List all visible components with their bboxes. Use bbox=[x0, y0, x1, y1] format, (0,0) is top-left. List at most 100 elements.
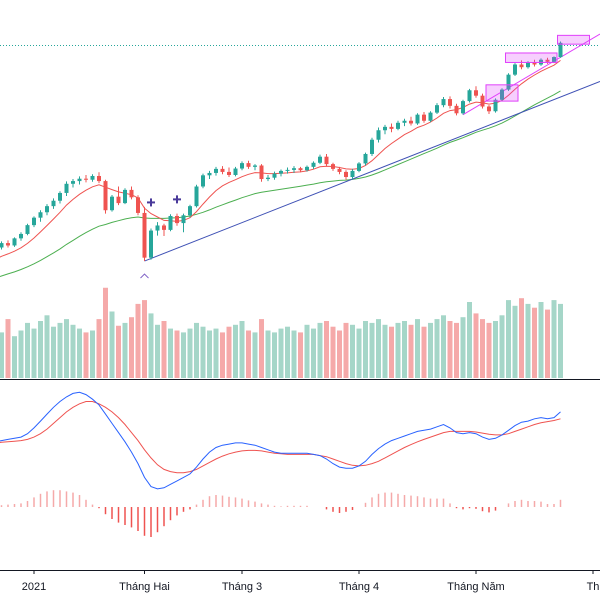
volume-bar bbox=[493, 321, 498, 378]
volume-bar bbox=[330, 326, 336, 378]
candle-body bbox=[110, 196, 114, 211]
volume-bar bbox=[148, 313, 154, 378]
candle-body bbox=[532, 62, 537, 65]
volume-bar bbox=[213, 328, 219, 378]
volume-bar bbox=[486, 322, 492, 378]
candle-body bbox=[162, 225, 166, 230]
x-tick-label: Tháng 4 bbox=[339, 581, 379, 593]
pattern-highlight-box bbox=[557, 34, 590, 45]
candle-body bbox=[298, 168, 303, 171]
candle-body bbox=[350, 170, 355, 178]
candle-body bbox=[383, 126, 387, 131]
pattern-highlight-box bbox=[485, 84, 519, 102]
volume-bar bbox=[304, 324, 310, 378]
volume-bar bbox=[324, 321, 329, 378]
candle-body bbox=[318, 156, 322, 163]
volume-bar bbox=[519, 298, 524, 378]
candle-body bbox=[194, 186, 199, 207]
volume-bar bbox=[317, 322, 323, 378]
candle-body bbox=[90, 175, 95, 180]
candle-body bbox=[454, 105, 459, 114]
volume-bar bbox=[454, 322, 459, 378]
volume-bar bbox=[122, 322, 128, 378]
volume-bar bbox=[142, 300, 147, 378]
trendline-support bbox=[144, 80, 600, 262]
candle-body bbox=[506, 74, 511, 90]
candle-body bbox=[84, 178, 88, 180]
volume-bar bbox=[25, 322, 30, 378]
candle-body bbox=[51, 200, 56, 207]
moving-averages bbox=[0, 59, 561, 277]
candle-body bbox=[389, 126, 394, 129]
candle-body bbox=[123, 189, 127, 204]
volume-bar bbox=[70, 324, 76, 378]
volume-bar bbox=[103, 287, 108, 378]
volume-bar bbox=[200, 326, 206, 378]
volume-bar bbox=[129, 317, 134, 378]
candle-body bbox=[363, 153, 368, 164]
candle-body bbox=[474, 90, 478, 96]
candle-body bbox=[493, 99, 498, 112]
candle-body bbox=[415, 114, 420, 124]
candle-body bbox=[38, 212, 43, 218]
volume-bar bbox=[220, 332, 225, 378]
candle-body bbox=[168, 215, 173, 230]
candle-body bbox=[181, 215, 186, 224]
volume-bar bbox=[382, 324, 388, 378]
candle-body bbox=[292, 168, 296, 170]
volume-bar bbox=[194, 322, 199, 378]
candle-body bbox=[188, 206, 192, 216]
volume-bar bbox=[64, 319, 69, 378]
volume-bar bbox=[551, 300, 557, 378]
candle-body bbox=[435, 105, 439, 113]
volume-bar bbox=[311, 328, 316, 378]
volume-bar bbox=[291, 330, 297, 378]
candle-body bbox=[526, 62, 530, 68]
volume-bar bbox=[252, 332, 258, 378]
candle-body bbox=[71, 181, 75, 184]
candle-body bbox=[266, 177, 270, 180]
time-axis: 2021 Tháng Hai Tháng 3 Tháng 4 Tháng Năm Th bbox=[22, 570, 600, 593]
pattern-highlight-box bbox=[505, 52, 558, 63]
volume-bar bbox=[447, 321, 453, 378]
candle-body bbox=[337, 168, 342, 172]
candle-body bbox=[519, 64, 524, 68]
volume-bar bbox=[389, 326, 394, 378]
candle-body bbox=[279, 170, 283, 174]
x-tick-label: Th bbox=[587, 581, 600, 593]
volume-bar bbox=[233, 324, 238, 378]
volume-bar bbox=[135, 303, 141, 378]
candle-body bbox=[409, 120, 413, 124]
ma-fast-line bbox=[0, 59, 561, 258]
candle-body bbox=[467, 90, 472, 102]
candle-body bbox=[331, 164, 335, 169]
volume-bar bbox=[538, 302, 544, 378]
candle-body bbox=[305, 166, 309, 171]
candle-body bbox=[422, 114, 426, 121]
candle-body bbox=[513, 64, 517, 75]
candle-body bbox=[441, 99, 446, 106]
candle-body bbox=[253, 165, 257, 167]
candle-body bbox=[32, 217, 36, 226]
volume-bar bbox=[5, 319, 11, 378]
volume-bar bbox=[0, 332, 4, 378]
volume-bar bbox=[174, 330, 180, 378]
ma-slow-line bbox=[0, 90, 561, 277]
volume-bar bbox=[402, 321, 407, 378]
volume-bar bbox=[259, 319, 264, 378]
candle-body bbox=[77, 178, 82, 182]
candle-body bbox=[12, 238, 17, 246]
volume-bar bbox=[226, 326, 232, 378]
volume-bar bbox=[96, 319, 102, 378]
x-tick-label: Tháng 3 bbox=[222, 581, 262, 593]
volume-bar bbox=[350, 324, 355, 378]
x-tick-label: 2021 bbox=[22, 581, 46, 593]
volume-bar bbox=[408, 324, 414, 378]
candle-body bbox=[201, 175, 205, 187]
volume-bar bbox=[428, 322, 433, 378]
volume-bar bbox=[343, 322, 349, 378]
volume-bar bbox=[298, 332, 303, 378]
candle-body bbox=[227, 171, 231, 175]
volume-bar bbox=[369, 322, 375, 378]
